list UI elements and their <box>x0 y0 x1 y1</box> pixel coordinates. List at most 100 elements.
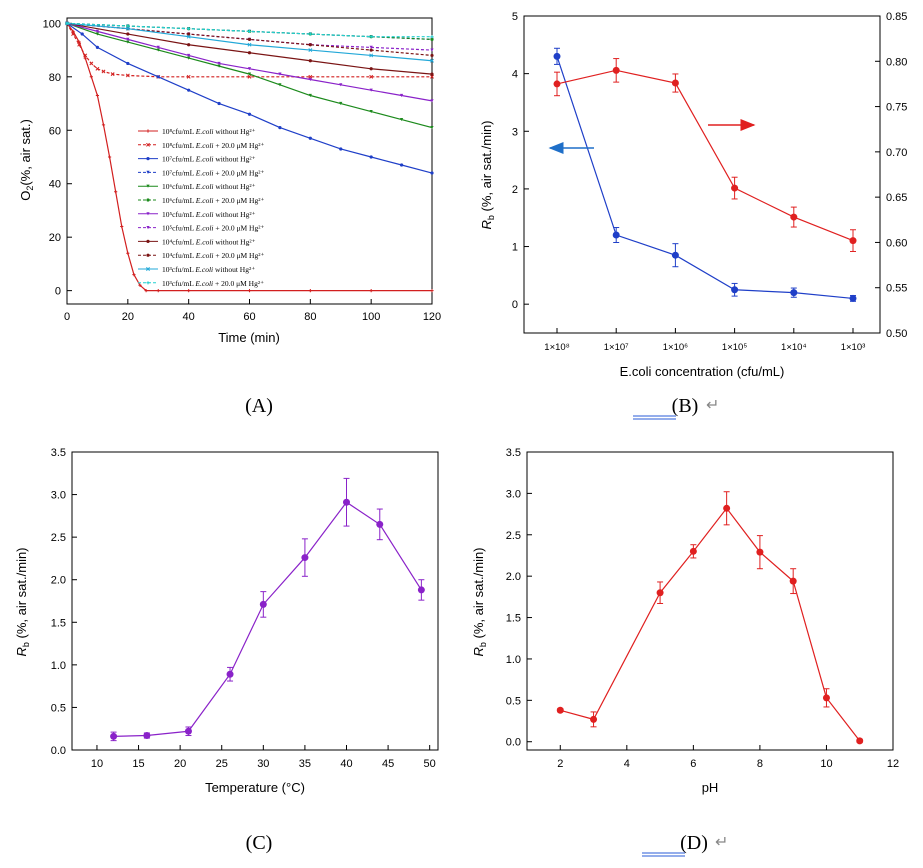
data-point <box>132 272 136 277</box>
data-point <box>430 37 434 41</box>
panel-a-y-axis: 0 20 40 60 80 100 <box>43 18 72 298</box>
y-tick-label: 5 <box>512 11 518 23</box>
panel-b-y-axis-right: 0.50 0.55 0.60 0.65 0.70 0.75 0.80 0.85 <box>875 11 907 340</box>
data-point <box>430 125 434 130</box>
data-point <box>217 101 221 106</box>
data-point <box>247 42 252 47</box>
return-mark-d: ↵ <box>715 834 728 851</box>
data-point <box>789 577 797 585</box>
y-tick-label: 2.5 <box>506 530 521 542</box>
x-tick-label: 100 <box>362 311 380 323</box>
data-point <box>186 74 191 79</box>
data-point <box>376 520 384 528</box>
y-tick-label: 0.0 <box>506 737 521 749</box>
data-point <box>95 29 100 33</box>
data-point <box>247 112 252 116</box>
x-tick-label: 6 <box>690 758 696 770</box>
data-point <box>217 64 221 68</box>
data-point <box>553 80 561 88</box>
data-point <box>65 21 69 25</box>
y-tick-label: 1.5 <box>51 617 66 629</box>
data-point <box>369 45 373 50</box>
panel-c-x-axis: 10 15 20 25 30 35 40 45 50 <box>91 745 436 770</box>
y-tick-label: 3.5 <box>506 447 521 459</box>
caption-b: (B) <box>672 395 699 417</box>
data-point <box>125 26 130 31</box>
legend-marker <box>146 226 150 230</box>
y-tick-label: 1.5 <box>506 613 521 625</box>
data-point <box>369 53 374 58</box>
data-point <box>89 75 93 79</box>
series-line <box>560 507 861 742</box>
y-tick-label: 1 <box>512 242 518 254</box>
legend-marker <box>146 253 150 257</box>
data-point <box>107 155 112 159</box>
x-tick-label: 0 <box>64 311 70 323</box>
data-point <box>556 706 564 714</box>
panel-b-frame <box>523 15 881 334</box>
panel-d-y-axis: 0.0 0.5 1.0 1.5 2.0 2.5 3.0 3.5 <box>506 447 532 749</box>
data-point <box>308 32 312 36</box>
data-point <box>430 53 434 58</box>
series-line <box>66 22 433 102</box>
data-point <box>301 554 309 562</box>
data-point <box>430 35 434 39</box>
data-point <box>856 737 864 745</box>
data-point <box>156 45 160 50</box>
x-tick-label: 30 <box>257 758 269 770</box>
data-point <box>143 732 151 740</box>
data-point <box>417 586 425 594</box>
y-tick-label: 2.0 <box>51 575 66 587</box>
legend-label: 10⁷cfu/mL E.coli without Hg²⁺ <box>162 155 256 164</box>
x-tick-label: 1×10⁷ <box>604 342 629 353</box>
data-point <box>247 67 252 71</box>
data-point <box>187 53 191 58</box>
data-point <box>278 125 282 130</box>
x-tick-label: 8 <box>757 758 763 770</box>
y-tick-label: 0.5 <box>506 695 521 707</box>
data-point <box>138 283 142 287</box>
data-point <box>430 289 434 293</box>
data-point <box>247 289 252 293</box>
data-point <box>671 79 679 87</box>
data-point <box>156 75 160 79</box>
x-tick-label: 4 <box>624 758 630 770</box>
data-point <box>247 51 252 55</box>
x-tick-label: 80 <box>304 311 316 323</box>
x-tick-label: 50 <box>424 758 436 770</box>
data-point <box>125 73 130 78</box>
legend-marker <box>146 184 150 188</box>
y-tick-label: 2 <box>512 184 518 196</box>
data-point <box>671 251 679 259</box>
x-tick-label: 40 <box>183 311 195 323</box>
y-tick-label: 3.5 <box>51 447 66 459</box>
x-tick-label: 1×10⁸ <box>544 342 569 353</box>
data-point <box>247 72 252 76</box>
panel-d-frame <box>526 451 894 751</box>
data-point <box>156 48 160 52</box>
data-point <box>83 56 87 60</box>
data-point <box>95 45 100 50</box>
panel-b-ylabel: Rb (%, air sat./min) <box>479 120 496 229</box>
panel-c-xlabel: Temperature (°C) <box>205 780 305 795</box>
data-point <box>77 42 82 47</box>
legend-marker <box>146 267 150 271</box>
panel-a-ylabel: O2(%, air sat.) <box>18 119 35 201</box>
y-tick-label: 3.0 <box>506 488 521 500</box>
series-line <box>556 69 854 242</box>
data-point <box>849 237 857 245</box>
data-point <box>430 74 434 79</box>
data-point <box>278 72 282 76</box>
caption-d: (D) <box>680 832 708 854</box>
caption-a: (A) <box>245 395 273 417</box>
legend-label: 10⁵cfu/mL E.coli without Hg²⁺ <box>162 210 256 219</box>
data-point <box>689 547 697 555</box>
panel-b-y-axis-left: 0 1 2 3 4 5 <box>512 11 529 311</box>
return-mark-b: ↵ <box>706 397 719 414</box>
data-point <box>369 48 373 52</box>
data-point <box>430 72 434 76</box>
data-point <box>399 93 404 98</box>
x-tick-label: 10 <box>91 758 103 770</box>
panel-b-series <box>553 47 857 302</box>
panel-d-series <box>556 491 864 745</box>
